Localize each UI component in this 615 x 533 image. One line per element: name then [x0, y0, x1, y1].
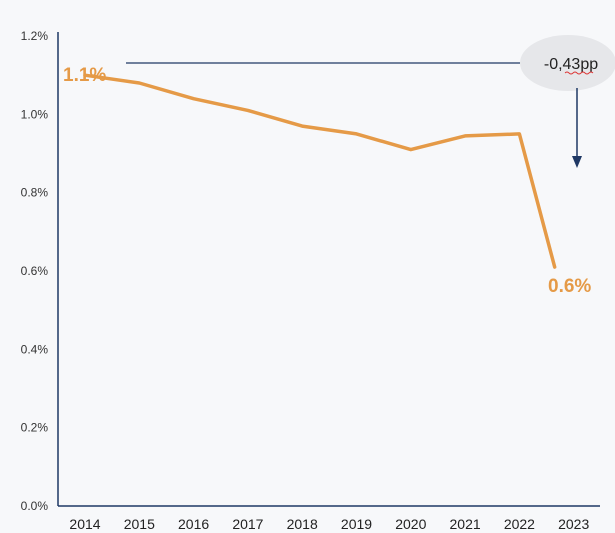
x-tick-label: 2021: [450, 516, 481, 532]
x-tick-label: 2014: [69, 516, 100, 532]
x-tick-label: 2020: [395, 516, 426, 532]
change-annotation: -0,43pp: [126, 35, 615, 168]
change-label: -0,43pp: [544, 56, 598, 73]
x-tick-label: 2015: [124, 516, 155, 532]
end-value-label: 0.6%: [548, 276, 591, 297]
x-tick-label: 2019: [341, 516, 372, 532]
x-tick-label: 2023: [558, 516, 589, 532]
y-tick-label: 1.0%: [21, 107, 49, 121]
y-tick-label: 0.2%: [21, 421, 49, 435]
y-axis-ticks: 0.0% 0.2% 0.4% 0.6% 0.8% 1.0% 1.2%: [21, 29, 49, 513]
spellcheck-underline: [564, 71, 594, 75]
change-arrow-head: [572, 156, 582, 168]
x-axis-ticks: 2014 2015 2016 2017 2018 2019 2020 2021 2022 2023: [69, 516, 589, 532]
x-tick-label: 2017: [232, 516, 263, 532]
x-tick-label: 2022: [504, 516, 535, 532]
series-group: [83, 73, 557, 269]
start-value-label: 1.1%: [63, 65, 106, 86]
axes: [57, 32, 600, 507]
annotation-bubble: [520, 35, 615, 91]
y-tick-label: 1.2%: [21, 29, 49, 43]
x-tick-label: 2018: [287, 516, 318, 532]
x-tick-label: 2016: [178, 516, 209, 532]
y-tick-label: 0.0%: [21, 499, 49, 513]
y-tick-label: 0.8%: [21, 186, 49, 200]
y-tick-label: 0.6%: [21, 264, 49, 278]
data-labels: 1.1% 0.6%: [63, 65, 591, 297]
y-tick-label: 0.4%: [21, 342, 49, 356]
series-line: [83, 73, 557, 269]
